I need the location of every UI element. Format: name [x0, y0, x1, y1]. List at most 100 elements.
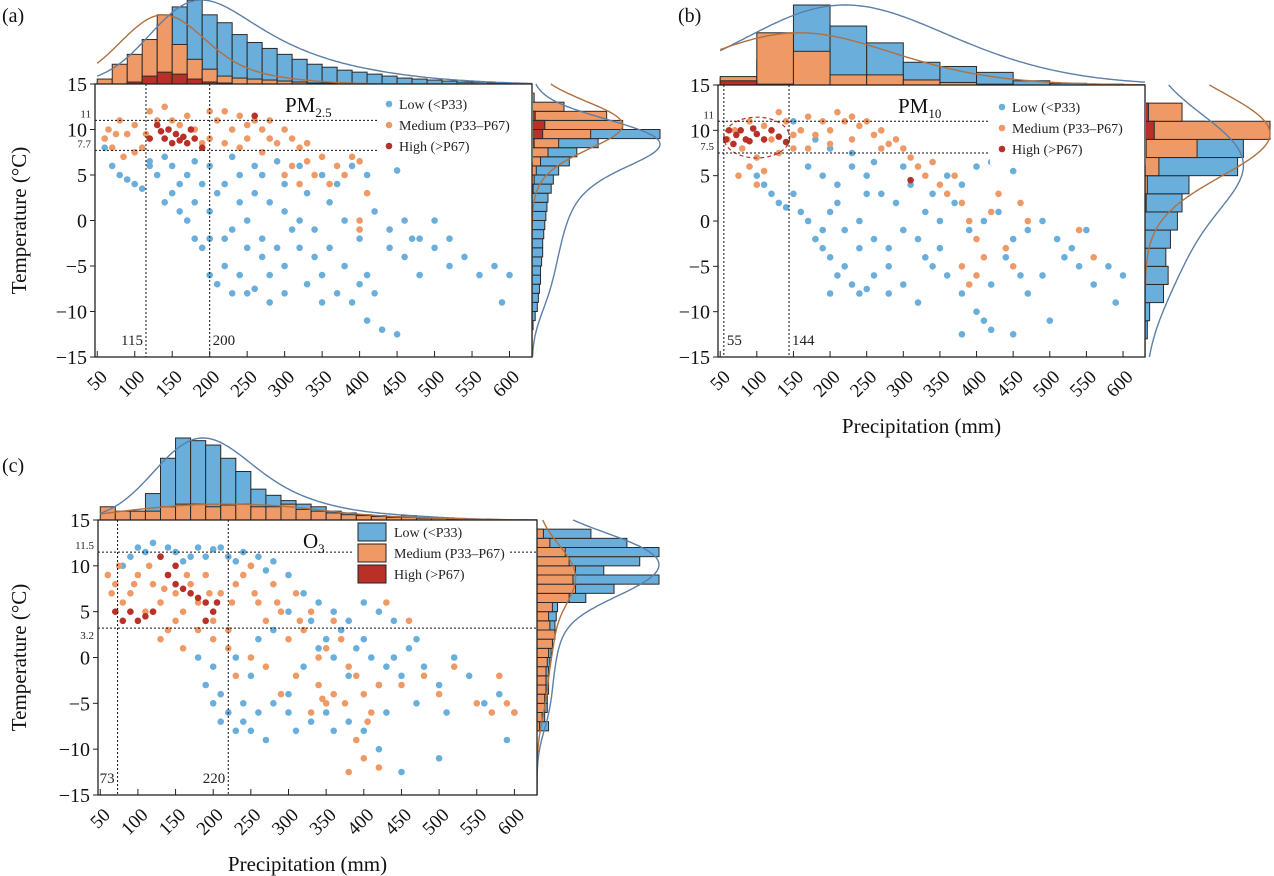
- scatter-point-low: [194, 654, 202, 661]
- scatter-point-low: [296, 244, 303, 252]
- scatter-point-low: [465, 672, 473, 680]
- scatter-point-medium: [363, 189, 371, 197]
- top-hist-bar-medium: [129, 510, 146, 521]
- top-histogram: [99, 437, 538, 521]
- scatter-point-low: [929, 263, 936, 270]
- scatter-point-low: [236, 271, 243, 279]
- y-tick-label: 0: [700, 211, 710, 233]
- x-tick-label: 50: [706, 367, 734, 395]
- scatter-point-medium: [194, 599, 202, 606]
- top-hist-bar-low: [261, 47, 278, 85]
- scatter-point-medium: [179, 608, 187, 615]
- legend-marker-low: [998, 103, 1006, 111]
- x-tick-label: 250: [230, 805, 265, 840]
- scatter-point-low: [390, 654, 398, 661]
- scatter-point-low: [834, 199, 841, 207]
- scatter-point-low: [251, 189, 258, 197]
- scatter-point-high: [164, 571, 172, 579]
- right-hist-bar-low: [531, 292, 539, 303]
- scatter-point-low: [1009, 331, 1017, 338]
- scatter-point-low: [322, 709, 330, 716]
- scatter-point-low: [255, 553, 262, 560]
- scatter-point-low: [243, 217, 251, 224]
- scatter-point-low: [885, 244, 892, 252]
- scatter-point-medium: [746, 163, 753, 170]
- scatter-point-low: [900, 281, 907, 288]
- scatter-point-medium: [285, 635, 292, 643]
- y-tick-label: 10: [67, 120, 87, 142]
- scatter-point-medium: [775, 108, 783, 116]
- scatter-point-medium: [356, 226, 363, 233]
- scatter-point-low: [131, 180, 138, 188]
- legend: Low (<P33) Medium (P33–P67) High (>P67): [377, 92, 533, 162]
- scatter-point-high: [251, 112, 258, 120]
- scatter-point-medium: [202, 571, 209, 579]
- scatter-point-low: [841, 263, 848, 270]
- x-tick-label: 100: [736, 367, 771, 402]
- top-hist-bar-medium: [325, 512, 342, 521]
- scatter-point-low: [1039, 217, 1046, 225]
- scatter-point-high: [775, 133, 783, 140]
- scatter-point-medium: [1075, 226, 1083, 234]
- scatter-point-high: [213, 599, 221, 606]
- scatter-point-low: [401, 253, 408, 261]
- scatter-point-low: [826, 253, 834, 261]
- scatter-point-medium: [281, 126, 288, 133]
- scatter-point-low: [228, 153, 236, 161]
- y-tick-label: 10: [70, 556, 90, 578]
- scatter-point-medium: [183, 112, 191, 120]
- x-tick-label: 500: [1029, 367, 1064, 402]
- scatter-point-high: [127, 608, 134, 615]
- scatter-point-medium: [1017, 199, 1024, 207]
- plot-title: PM10: [898, 94, 941, 121]
- scatter-point-medium: [318, 153, 326, 161]
- scatter-point-medium: [907, 154, 914, 161]
- scatter-point-low: [266, 199, 274, 206]
- right-hist-bar-low: [531, 265, 542, 276]
- scatter-point-low: [183, 171, 191, 179]
- scatter-point-medium: [112, 580, 119, 588]
- scatter-point-low: [841, 226, 848, 234]
- top-hist-bar-low: [381, 75, 398, 85]
- scatter-point-low: [108, 162, 116, 170]
- x-tick-label: 50: [87, 805, 115, 833]
- scatter-point-low: [476, 271, 483, 279]
- scatter-point-low: [356, 280, 363, 288]
- scatter-point-medium: [277, 690, 285, 698]
- scatter-point-low: [863, 285, 870, 293]
- scatter-point-low: [371, 290, 378, 297]
- scatter-point-low: [775, 199, 783, 207]
- y-tick-label: −5: [69, 693, 90, 715]
- legend-label-low: Low (<P33): [1012, 101, 1081, 116]
- y-tick-label: 0: [77, 211, 87, 233]
- right-hist-bar-medium: [536, 592, 570, 603]
- y-tick-label: 5: [80, 602, 90, 624]
- scatter-point-low: [753, 172, 761, 179]
- x-tick-label: 200: [189, 367, 224, 402]
- scatter-point-low: [330, 654, 338, 661]
- scatter-point-medium: [980, 253, 988, 261]
- scatter-point-low: [1105, 263, 1112, 270]
- scatter-point-low: [885, 263, 892, 270]
- x-tick-label: 400: [956, 367, 991, 402]
- scatter-point-medium: [420, 672, 428, 680]
- x-tick-label: 450: [381, 805, 416, 840]
- scatter-point-low: [1053, 235, 1061, 243]
- scatter-point-low: [247, 672, 255, 680]
- scatter-point-low: [217, 690, 224, 698]
- scatter-point-low: [995, 208, 1002, 216]
- legend-background: [377, 92, 533, 162]
- scatter-point-low: [318, 171, 326, 179]
- right-hist-bar-medium: [536, 675, 547, 686]
- right-hist-bar-medium: [536, 547, 566, 558]
- right-hist-bar-medium: [531, 138, 560, 149]
- scatter-point-high: [202, 599, 209, 606]
- scatter-point-high: [746, 137, 753, 145]
- right-hist-bar-medium: [536, 647, 550, 658]
- scatter-point-low: [228, 290, 236, 297]
- scatter-points: [722, 108, 1127, 338]
- right-kde-curve-low: [1148, 84, 1245, 358]
- plot-title: O3: [303, 529, 325, 556]
- x-tick-label: 150: [155, 805, 190, 840]
- scatter-point-low: [768, 190, 775, 198]
